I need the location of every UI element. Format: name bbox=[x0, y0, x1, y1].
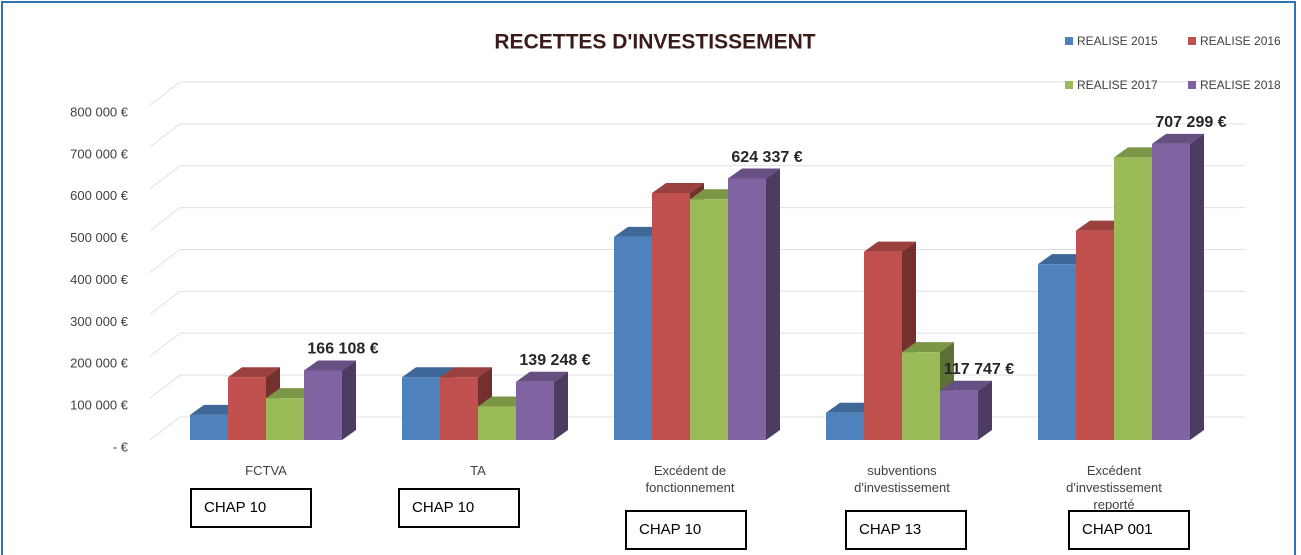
bar-face bbox=[978, 380, 992, 440]
bar-face bbox=[864, 241, 916, 252]
bar-face bbox=[1076, 230, 1114, 440]
bar-face bbox=[614, 236, 652, 440]
bar-face bbox=[652, 182, 704, 193]
chart-title: RECETTES D'INVESTISSEMENT bbox=[494, 31, 815, 54]
x-tick-label: subventions d'investissement bbox=[854, 463, 950, 495]
y-tick-label: 400 000 € bbox=[70, 272, 129, 287]
bar-face bbox=[440, 377, 478, 440]
bar-face bbox=[304, 360, 356, 371]
bar-face bbox=[728, 168, 780, 179]
bar bbox=[940, 380, 992, 440]
x-tick-label: FCTVA bbox=[245, 463, 287, 478]
chapter-box: CHAP 10 bbox=[625, 510, 747, 550]
bar bbox=[516, 371, 568, 440]
x-tick-label: TA bbox=[470, 463, 486, 478]
bar-face bbox=[940, 390, 978, 440]
bar-face bbox=[342, 360, 356, 440]
legend-swatch bbox=[1188, 81, 1196, 89]
y-tick-label: 800 000 € bbox=[70, 104, 129, 119]
bar-face bbox=[402, 377, 440, 440]
bar-face bbox=[402, 367, 454, 378]
legend-swatch bbox=[1065, 81, 1073, 89]
x-tick-label: Excédent de fonctionnement bbox=[645, 463, 735, 495]
bar-face bbox=[1038, 264, 1076, 440]
bar-face bbox=[940, 380, 992, 391]
data-label: 117 747 € bbox=[944, 361, 1014, 378]
bar-face bbox=[690, 199, 728, 440]
bar bbox=[728, 168, 780, 440]
bar-face bbox=[190, 414, 228, 440]
y-tick-label: 300 000 € bbox=[70, 314, 129, 329]
legend-label: REALISE 2015 bbox=[1077, 34, 1158, 48]
grid-line bbox=[149, 123, 1245, 148]
legend-swatch bbox=[1065, 37, 1073, 45]
bar-face bbox=[266, 398, 304, 440]
data-label: 707 299 € bbox=[1155, 114, 1226, 131]
legend-label: REALISE 2016 bbox=[1200, 34, 1281, 48]
bar-face bbox=[1152, 143, 1190, 440]
bar-face bbox=[440, 367, 492, 378]
bar-face bbox=[1190, 133, 1204, 440]
bar-face bbox=[902, 342, 954, 353]
y-tick-label: - € bbox=[113, 439, 129, 454]
chapter-box: CHAP 001 bbox=[1068, 510, 1190, 550]
bar-face bbox=[728, 178, 766, 440]
bar-face bbox=[826, 412, 864, 440]
x-tick-label: Excédent d'investissement reporté bbox=[1066, 463, 1162, 512]
legend-swatch bbox=[1188, 37, 1196, 45]
bar-face bbox=[652, 192, 690, 440]
data-label: 139 248 € bbox=[519, 352, 590, 369]
bar-face bbox=[902, 352, 940, 440]
bar-face bbox=[478, 406, 516, 440]
legend-label: REALISE 2017 bbox=[1077, 78, 1158, 92]
chapter-box: CHAP 10 bbox=[190, 488, 312, 528]
bar-face bbox=[766, 168, 780, 440]
data-label: 166 108 € bbox=[307, 341, 378, 358]
grid-line bbox=[149, 81, 1245, 106]
bar bbox=[1152, 133, 1204, 440]
y-tick-label: 500 000 € bbox=[70, 230, 129, 245]
y-tick-label: 200 000 € bbox=[70, 356, 129, 371]
grid-line bbox=[149, 165, 1245, 190]
data-label: 624 337 € bbox=[731, 149, 802, 166]
y-tick-label: 100 000 € bbox=[70, 398, 129, 413]
bar-face bbox=[304, 370, 342, 440]
bar-face bbox=[864, 251, 902, 440]
bar-face bbox=[228, 367, 280, 378]
bar-face bbox=[554, 371, 568, 440]
bar-face bbox=[228, 377, 266, 440]
bar-face bbox=[1114, 157, 1152, 440]
y-tick-label: 600 000 € bbox=[70, 188, 129, 203]
bar-face bbox=[1152, 133, 1204, 144]
bar-face bbox=[516, 381, 554, 440]
chapter-box: CHAP 10 bbox=[398, 488, 520, 528]
legend-label: REALISE 2018 bbox=[1200, 78, 1281, 92]
bar bbox=[304, 360, 356, 440]
y-tick-label: 700 000 € bbox=[70, 146, 129, 161]
bar-face bbox=[516, 371, 568, 382]
grid-line bbox=[149, 207, 1245, 232]
chapter-box: CHAP 13 bbox=[845, 510, 967, 550]
